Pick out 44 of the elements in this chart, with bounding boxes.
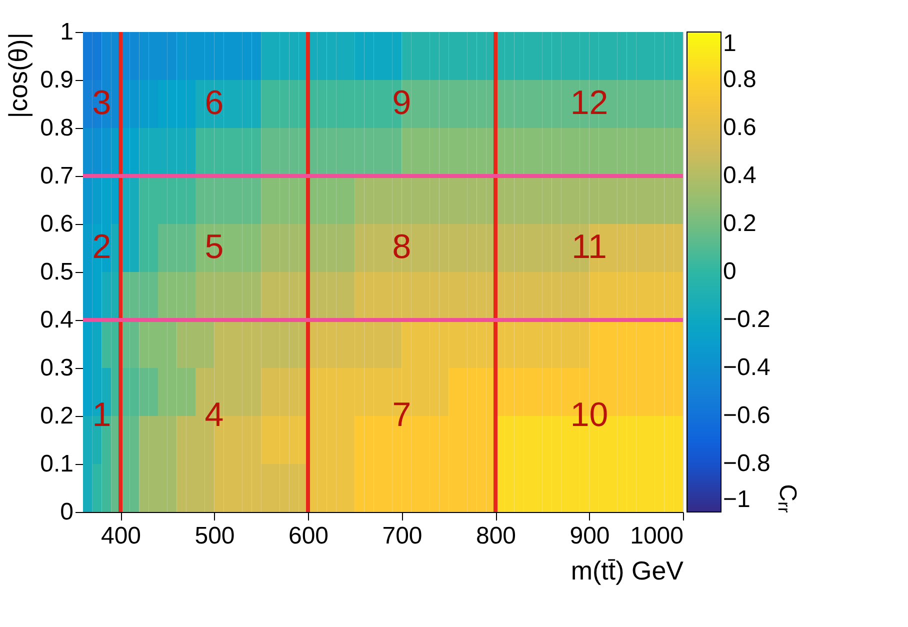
annotation: 8 (392, 228, 412, 266)
y-tick-label: 0.7 (40, 162, 74, 190)
annotation: 9 (392, 84, 412, 122)
y-tick-label: 0.9 (40, 66, 74, 94)
x-tick-label: 500 (194, 522, 235, 550)
y-axis-title: |cos(θ)| (3, 32, 34, 118)
y-tick-label: 0.4 (40, 306, 74, 334)
y-tick-label: 0.3 (40, 354, 74, 382)
annotation: 11 (572, 228, 607, 266)
x-tick-label: 900 (570, 522, 610, 550)
annotation: 2 (92, 228, 112, 266)
annotation: 3 (92, 84, 112, 122)
annotation: 12 (570, 84, 608, 122)
color-bar-label: 0.4 (723, 162, 756, 189)
y-tick-label: 0.6 (40, 210, 74, 238)
color-bar-label: 0.8 (723, 66, 756, 93)
x-tick-label: 400 (100, 522, 142, 550)
x-tick-label: 600 (288, 522, 329, 550)
color-bar-label: −0.2 (723, 306, 770, 333)
color-bar-label: −1 (723, 486, 750, 513)
x-tick-label: 1000 (630, 522, 684, 550)
y-tick-label: 1 (60, 18, 74, 46)
annotation: 7 (392, 396, 412, 434)
color-bar-label: −0.4 (723, 354, 770, 381)
color-bar-title: Cᵣᵣ (774, 484, 801, 514)
color-bar-label: 0.2 (723, 210, 756, 237)
color-bar-label: −0.6 (723, 402, 770, 429)
annotation: 6 (204, 84, 224, 122)
x-tick-label: 700 (382, 522, 422, 550)
color-bar-label: 1 (723, 30, 736, 57)
annotation: 5 (204, 228, 224, 266)
annotation: 4 (204, 396, 224, 434)
annotation: 10 (570, 396, 608, 434)
y-tick-label: 0.2 (40, 402, 74, 430)
y-tick-label: 0.8 (40, 114, 74, 142)
y-tick-label: 0.5 (40, 258, 74, 286)
annotation: 1 (92, 396, 112, 434)
color-bar-label: −0.8 (723, 450, 770, 477)
color-bar-label: 0 (723, 258, 736, 285)
color-bar-label: 0.6 (723, 114, 756, 141)
x-tick-label: 800 (476, 522, 516, 550)
y-tick-label: 0 (60, 498, 74, 526)
x-axis-title: m(tt̄) GeV (570, 556, 684, 586)
y-tick-label: 0.1 (40, 450, 74, 478)
